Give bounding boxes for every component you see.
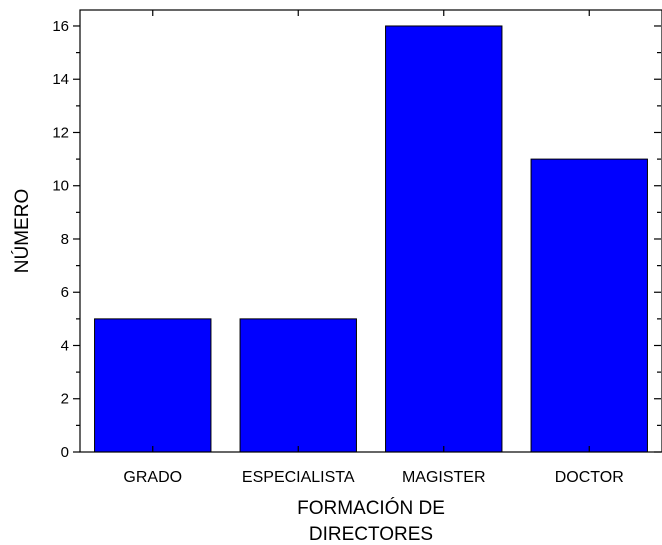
bar-doctor — [530, 158, 648, 453]
y-ticks-group: 0 2 4 6 8 10 12 14 16 — [52, 18, 661, 461]
y-tick-label-6: 6 — [61, 284, 69, 301]
y-tick-label-14: 14 — [52, 71, 69, 88]
x-tick-labels-group: GRADO ESPECIALISTA MAGISTER DOCTOR — [123, 10, 624, 486]
x-axis-title-line-2: DIRECTORES — [309, 524, 433, 545]
x-axis-title-line-1: FORMACIÓN DE — [297, 497, 445, 519]
bar-especialista — [239, 318, 357, 453]
plot-frame — [79, 9, 662, 453]
y-tick-label-0: 0 — [61, 444, 69, 461]
y-tick-label-2: 2 — [61, 391, 69, 408]
y-tick-label-12: 12 — [52, 124, 69, 141]
x-tick-label-especialista: ESPECIALISTA — [242, 469, 355, 486]
y-tick-label-10: 10 — [52, 178, 69, 195]
y-tick-label-8: 8 — [61, 231, 69, 248]
bars-group — [94, 25, 648, 453]
y-tick-label-16: 16 — [52, 18, 69, 35]
x-tick-label-grado: GRADO — [123, 469, 182, 486]
x-tick-label-magister: MAGISTER — [402, 469, 486, 486]
y-tick-label-4: 4 — [61, 337, 69, 354]
x-tick-label-doctor: DOCTOR — [555, 469, 624, 486]
bar-grado — [94, 318, 212, 453]
y-axis-title: NÚMERO — [11, 189, 33, 273]
bar-magister — [385, 25, 503, 453]
